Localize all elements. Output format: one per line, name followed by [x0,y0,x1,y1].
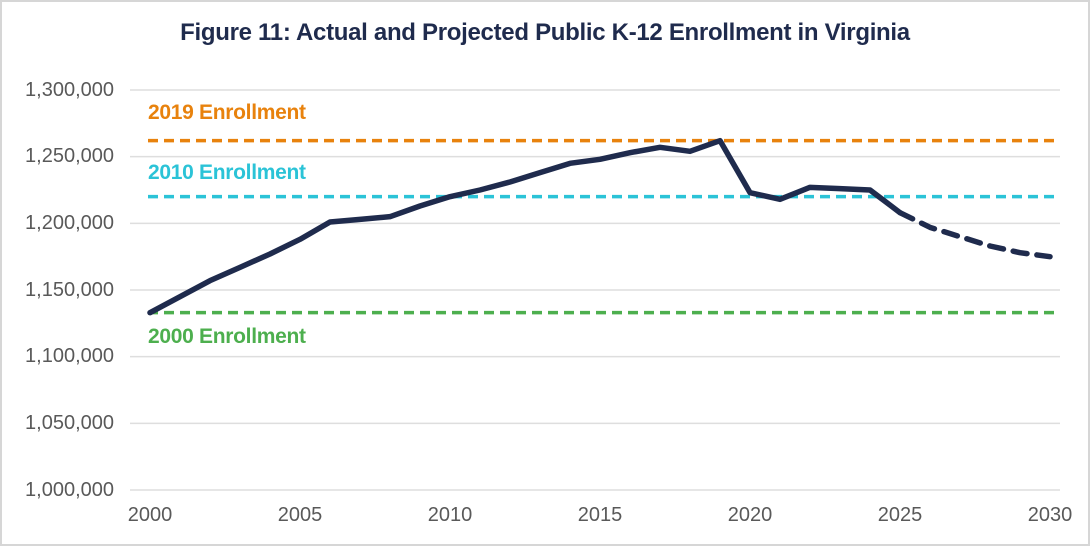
y-axis-tick-label: 1,200,000 [25,211,114,234]
reference-label-2010-enrollment: 2010 Enrollment [148,161,306,184]
x-axis-tick-label: 2030 [1027,504,1073,526]
x-axis-tick-label: 2020 [727,504,773,526]
x-axis-tick-label: 2000 [127,504,173,526]
x-axis-tick-label: 2015 [577,504,623,526]
y-axis-tick-label: 1,300,000 [25,78,114,101]
projected-enrollment-line [897,209,1053,260]
y-axis-tick-label: 1,000,000 [25,478,114,501]
y-axis-tick-label: 1,100,000 [25,345,114,368]
y-axis-tick-label: 1,150,000 [25,278,114,301]
x-axis-tick-label: 2005 [277,504,323,526]
reference-label-2000-enrollment: 2000 Enrollment [148,325,306,348]
x-axis-tick-label: 2025 [877,504,923,526]
series-lines-group [147,137,1053,316]
chart-title: Figure 11: Actual and Projected Public K… [180,19,910,46]
y-axis-tick-label: 1,050,000 [25,411,114,434]
gridlines-group [130,89,1060,491]
y-axis-tick-label: 1,250,000 [25,145,114,168]
reference-lines-group [148,138,1060,315]
x-axis-tick-label: 2010 [427,504,473,526]
reference-label-2019-enrollment: 2019 Enrollment [148,101,306,124]
actual-enrollment-line [147,137,903,316]
